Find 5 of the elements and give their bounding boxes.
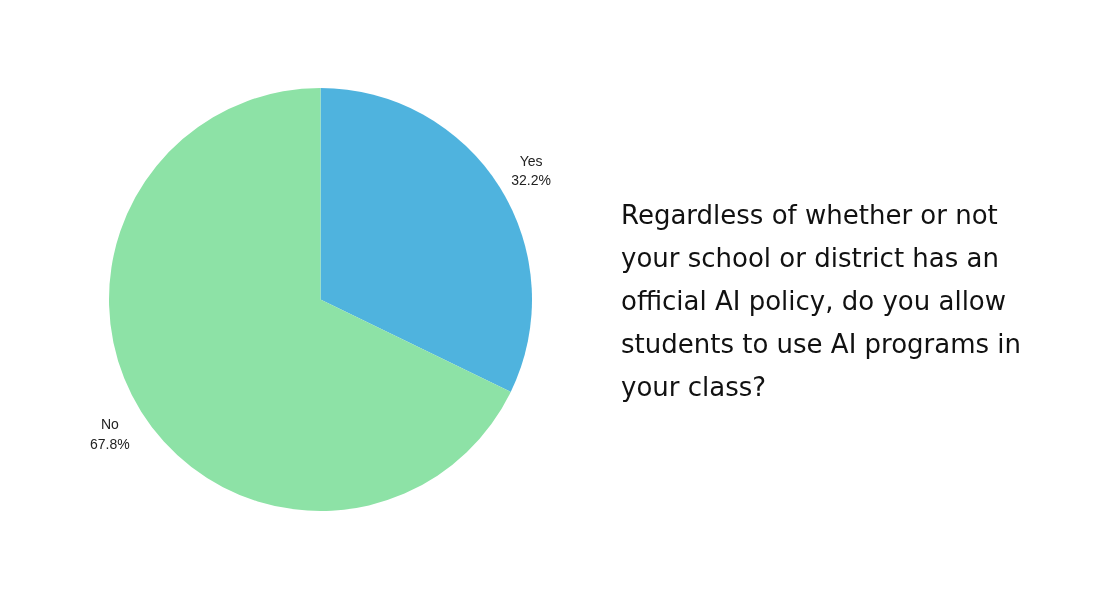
slice-label: No	[100, 416, 119, 433]
data-label: 32.2%	[511, 172, 552, 189]
data-label: 67.8%	[89, 435, 130, 452]
text: Regardless of whether or not your school or district has an official AI policy, do you allow students to use AI programs in your class?	[621, 200, 1022, 402]
slice-label: Yes	[519, 152, 543, 169]
